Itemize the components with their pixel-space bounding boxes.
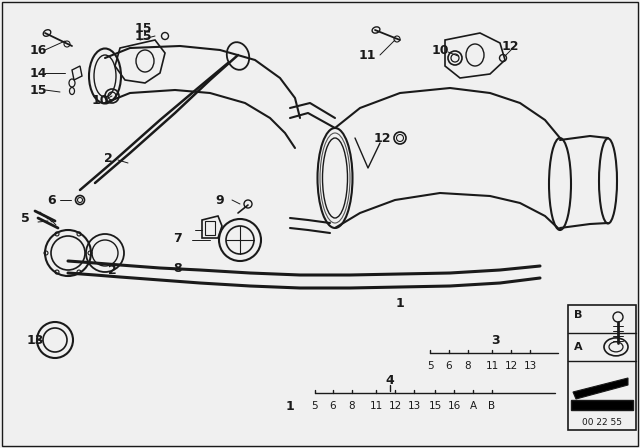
Bar — [571, 400, 633, 410]
Text: 15: 15 — [134, 30, 152, 43]
Text: 15: 15 — [428, 401, 442, 411]
Text: 5: 5 — [20, 211, 29, 224]
Text: 4: 4 — [386, 374, 394, 387]
Text: 00 22 55: 00 22 55 — [582, 418, 622, 426]
Text: 9: 9 — [216, 194, 224, 207]
Text: 2: 2 — [104, 151, 113, 164]
Text: 1: 1 — [285, 400, 294, 413]
Text: 12: 12 — [388, 401, 402, 411]
Text: 5: 5 — [427, 361, 433, 371]
Text: 6: 6 — [48, 194, 56, 207]
Text: 12: 12 — [504, 361, 518, 371]
Text: 2: 2 — [108, 263, 116, 276]
Text: 5: 5 — [312, 401, 318, 411]
Text: A: A — [573, 342, 582, 352]
Text: 15: 15 — [134, 22, 152, 34]
Text: 7: 7 — [173, 232, 182, 245]
Text: 13: 13 — [524, 361, 536, 371]
Text: 12: 12 — [501, 39, 519, 52]
Text: 1: 1 — [396, 297, 404, 310]
Text: 12: 12 — [373, 132, 391, 145]
Text: 8: 8 — [173, 262, 182, 275]
Text: B: B — [488, 401, 495, 411]
Text: 16: 16 — [29, 43, 47, 56]
Bar — [205, 221, 215, 235]
Text: 8: 8 — [465, 361, 471, 371]
Text: 11: 11 — [369, 401, 383, 411]
Text: 11: 11 — [358, 48, 376, 61]
Text: 14: 14 — [29, 66, 47, 79]
Text: 3: 3 — [491, 333, 499, 346]
Text: A: A — [469, 401, 477, 411]
Text: 6: 6 — [445, 361, 452, 371]
Text: 8: 8 — [349, 401, 355, 411]
Text: 16: 16 — [447, 401, 461, 411]
Text: 6: 6 — [330, 401, 336, 411]
Text: 13: 13 — [26, 333, 44, 346]
Text: 15: 15 — [29, 83, 47, 96]
Text: 11: 11 — [485, 361, 499, 371]
Text: 10: 10 — [92, 94, 109, 107]
Text: 13: 13 — [408, 401, 420, 411]
Bar — [568, 305, 636, 430]
Polygon shape — [573, 378, 628, 399]
Text: 10: 10 — [431, 43, 449, 56]
Text: B: B — [574, 310, 582, 320]
